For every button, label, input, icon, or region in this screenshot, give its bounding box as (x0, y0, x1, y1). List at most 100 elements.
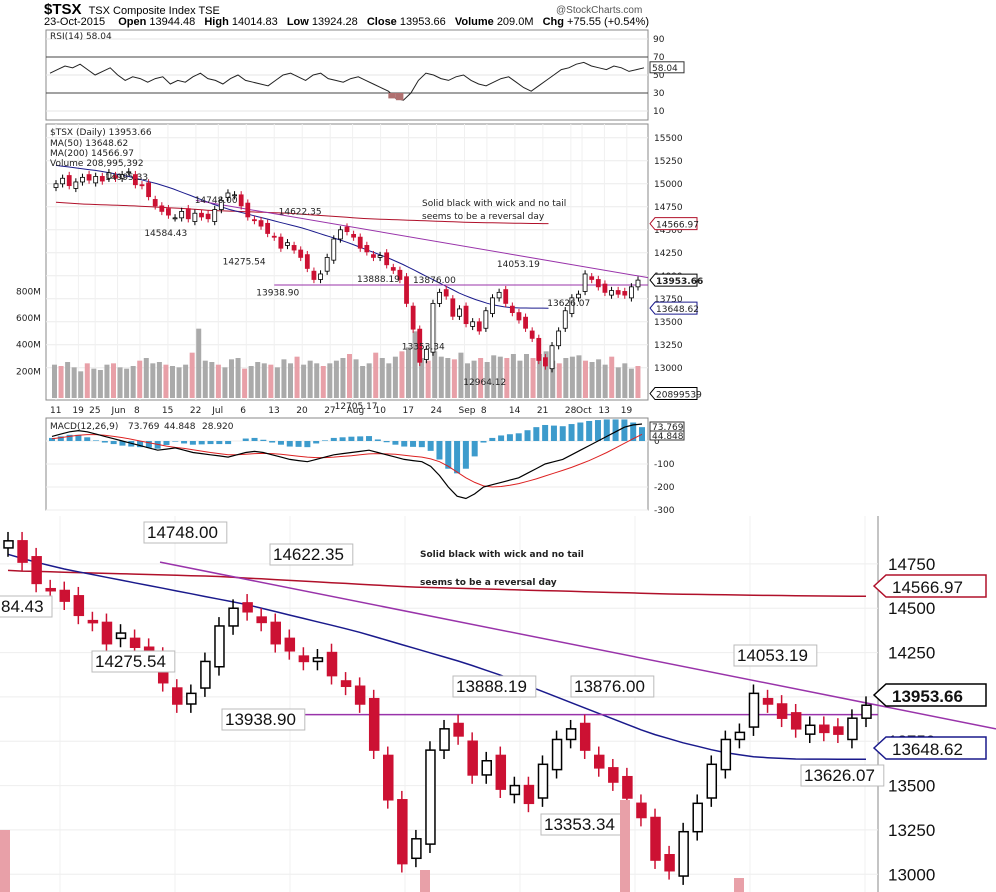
zoom-candle-body (481, 760, 492, 776)
high-value: 14014.83 (231, 16, 278, 28)
index-name: TSX Composite Index (88, 5, 196, 17)
candle-body (278, 236, 284, 249)
price-tick-label: 15000 (654, 180, 683, 190)
macd-histogram-bar (330, 437, 337, 441)
candle-body (232, 194, 237, 197)
candle-body (205, 213, 211, 220)
volume-bar (189, 352, 195, 398)
price-right-tag (649, 387, 698, 401)
x-tick-label: 25 (89, 406, 100, 416)
volume-bar (117, 367, 123, 398)
volume-bar (392, 356, 398, 398)
macd-histogram-bar (304, 441, 311, 448)
macd-legend-value: 73.769 (128, 422, 160, 432)
candle-body (543, 357, 548, 367)
volume-bar (379, 358, 385, 398)
zoom-volume-bar (420, 870, 430, 892)
x-tick-label: Oct (576, 406, 592, 416)
rsi-last-value: 58.04 (652, 64, 678, 74)
macd-histogram-bar (286, 441, 293, 447)
macd-line (51, 423, 643, 500)
volume-bar (478, 358, 484, 398)
macd-histogram-bar (93, 440, 100, 441)
volume-bar (183, 364, 189, 398)
ma50-legend: MA(50) 13648.62 (50, 139, 128, 149)
candle-body (404, 276, 409, 304)
volume-bar (78, 371, 84, 398)
volume-bar (104, 364, 110, 398)
volume-bar (143, 358, 149, 398)
candle-body (635, 279, 641, 288)
ma200-line (55, 201, 549, 225)
macd-histogram-bar (401, 441, 408, 447)
volume-bar (294, 356, 300, 398)
trend-line-down (195, 199, 649, 279)
rsi-line (49, 61, 645, 101)
zoom-right-tag (872, 683, 987, 707)
volume-bar (307, 360, 313, 398)
volume-bar (65, 362, 71, 398)
candle-body (172, 217, 178, 220)
macd-histogram-bar (480, 441, 487, 443)
volume-bar (510, 354, 516, 398)
zoom-annotation-box (733, 644, 818, 667)
macd-tick-label: 0 (654, 437, 660, 447)
macd-histogram-bar (172, 441, 179, 442)
x-tick-label: 10 (375, 406, 387, 416)
candle-body (159, 205, 165, 212)
zoom-tick-label: 13500 (888, 777, 935, 796)
volume-bar (176, 367, 182, 398)
macd-histogram-bar (550, 425, 557, 441)
candle-body (99, 176, 105, 182)
macd-histogram-bar (277, 441, 284, 445)
price-right-tag (649, 217, 698, 231)
zoom-candle-body (172, 687, 183, 705)
macd-histogram-bar (269, 441, 276, 443)
zoom-annotation: 14275.54 (95, 652, 166, 671)
x-tick-label: 8 (134, 406, 140, 416)
candle-body (225, 192, 231, 198)
volume-bar (209, 362, 215, 398)
macd-histogram-bar (225, 441, 232, 445)
macd-histogram-bar (181, 441, 188, 444)
candle-body (337, 229, 343, 240)
volume-bar (268, 364, 274, 398)
candle-body (119, 174, 125, 179)
macd-histogram-bar (75, 434, 82, 441)
zoom-candle-body (734, 731, 746, 741)
x-tick-label: Aug (347, 406, 365, 416)
macd-histogram-bar (577, 422, 584, 441)
price-right-tag (649, 301, 698, 315)
volume-bar (163, 364, 169, 398)
macd-histogram-bar (216, 441, 223, 445)
x-tick-label: 11 (50, 406, 61, 416)
zoom-note-line1: Solid black with wick and no tail (420, 550, 584, 560)
volume-bar (156, 362, 162, 398)
macd-histogram-bar (313, 441, 320, 444)
price-tick-label: 14500 (654, 226, 683, 236)
volume-bar (242, 368, 248, 398)
zoom-candle-body (284, 637, 296, 652)
rsi-oversold-fill (395, 93, 404, 101)
price-annotation: 14584.43 (144, 229, 187, 239)
zoom-tick-label: 13250 (888, 821, 935, 840)
x-tick-label: Jul (211, 406, 223, 416)
volume-bar (97, 370, 103, 398)
candle-body (126, 171, 132, 174)
zoom-annotation: 13876.00 (574, 677, 645, 696)
zoom-candle-body (354, 685, 366, 705)
price-annotation: 14275.54 (223, 257, 266, 267)
candle-body (523, 316, 528, 329)
zoom-candle-body (636, 802, 647, 819)
zoom-tick-label: 14250 (888, 644, 935, 663)
candle-body (185, 208, 191, 220)
annotation-note-line2: seems to be a reversal day (422, 212, 545, 222)
x-tick-label: 8 (481, 406, 487, 416)
candle-body (166, 208, 171, 216)
zoom-candle-body (115, 632, 127, 640)
volume-bar (58, 366, 64, 398)
candle-body (562, 310, 568, 329)
zoom-candle-body (861, 704, 872, 719)
zoom-annotation: 14622.35 (273, 545, 344, 564)
